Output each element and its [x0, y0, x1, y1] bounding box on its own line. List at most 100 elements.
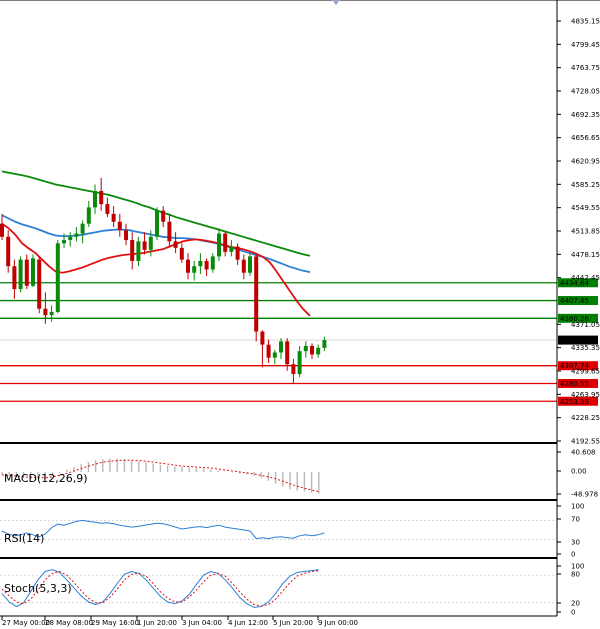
price-tick-label: 4192.55	[571, 438, 600, 446]
price-tick-label: 4692.35	[571, 111, 600, 119]
scroll-marker-icon[interactable]	[332, 0, 340, 5]
candle-body	[142, 241, 147, 250]
stoch-tick-label: 20	[571, 600, 580, 608]
ma-slow-line	[1, 170, 311, 257]
candle-body	[316, 347, 321, 355]
candle-body	[105, 204, 110, 214]
price-tick-label: 4799.45	[571, 41, 600, 49]
level-tag	[558, 361, 598, 371]
support-resistance-levels: 4434.64 4407.45 4380.26 4307.74 4280.55 4253.…	[0, 278, 598, 406]
candle-body	[210, 256, 215, 270]
macd-tick-label: 40.608	[571, 449, 596, 457]
candle-body	[260, 331, 265, 345]
candle-body	[136, 241, 141, 261]
candle-body	[37, 259, 42, 309]
candle-body	[297, 351, 302, 375]
stoch-k-line	[1, 569, 319, 608]
candle-body	[99, 191, 104, 205]
candle-body	[204, 260, 209, 270]
candle-body	[12, 266, 17, 290]
price-tick-label: 4513.85	[571, 228, 600, 236]
candle-body	[291, 364, 296, 375]
candle-body	[223, 233, 228, 252]
candle-body	[0, 223, 4, 237]
candle-body	[198, 260, 203, 267]
level-label: 4407.45	[560, 297, 589, 305]
level-label: 4307.74	[560, 362, 589, 370]
price-tick-label: 4478.15	[571, 251, 600, 259]
candle-body	[55, 243, 60, 312]
level-label: 4434.64	[560, 279, 589, 287]
rsi-tick-label: 30	[571, 539, 580, 547]
candle-body	[49, 311, 54, 316]
rsi-tick-label: 0	[571, 551, 575, 559]
rsi-tick-label: 100	[571, 503, 584, 511]
candle-body	[167, 221, 172, 242]
price-tick-label: 4371.05	[571, 321, 600, 329]
current-price-label: 4346.95	[560, 337, 589, 345]
candle-body	[18, 259, 23, 290]
candle-body	[254, 256, 259, 332]
level-label: 4380.26	[560, 315, 589, 323]
macd-tick-label: -48.978	[571, 491, 598, 499]
candle-body	[43, 308, 48, 316]
price-tick-label: 4620.95	[571, 158, 600, 166]
candle-body	[130, 240, 135, 261]
candle-body	[279, 341, 283, 353]
time-tick-label: 9 Jun 00:00	[318, 619, 358, 627]
candle-body	[155, 210, 159, 237]
level-tag	[558, 278, 598, 288]
candle-body	[266, 344, 271, 358]
time-tick-label: 3 Jun 04:00	[182, 619, 222, 627]
time-tick-label: 1 Jun 20:00	[137, 619, 177, 627]
price-tick-label: 4763.75	[571, 64, 600, 72]
level-tag	[558, 396, 598, 406]
macd-signal-line	[1, 459, 319, 493]
time-tick-label: 4 Jun 12:00	[228, 619, 268, 627]
candle-body	[248, 256, 252, 273]
candle-body	[68, 236, 73, 241]
price-tick-label: 4835.15	[571, 18, 600, 26]
candle-body	[303, 345, 308, 352]
candle-body	[117, 221, 122, 231]
candle-body	[80, 223, 85, 234]
time-tick-label: 27 May 00:00	[2, 619, 50, 627]
price-axis: 4835.15 4799.45 4763.75 4728.05 4692.35 4656.…	[557, 18, 600, 446]
price-tick-label: 4549.55	[571, 204, 600, 212]
time-tick-label: 29 May 16:00	[91, 619, 139, 627]
price-tick-label: 4585.25	[571, 181, 600, 189]
candle-body	[24, 259, 29, 286]
stoch-tick-label: 80	[571, 571, 580, 579]
level-tag	[558, 296, 598, 306]
candle-body	[179, 247, 184, 260]
time-tick-label: 5 Jun 20:00	[273, 619, 313, 627]
candle-body	[148, 236, 153, 250]
candle-body	[111, 213, 116, 222]
candlestick-series	[0, 177, 327, 384]
candle-body	[186, 259, 190, 273]
candle-body	[272, 352, 277, 358]
time-tick-label: 28 May 08:00	[45, 619, 93, 627]
ma-fast-line	[1, 222, 311, 317]
candle-body	[173, 241, 178, 248]
level-label: 4253.36	[560, 398, 589, 406]
candle-body	[62, 240, 66, 244]
rsi-label: RSI(14)	[4, 532, 44, 545]
candle-body	[235, 246, 240, 260]
macd-label: MACD(12,26,9)	[4, 472, 88, 485]
candle-body	[229, 246, 234, 252]
stoch-d-line	[1, 570, 319, 607]
candle-body	[161, 210, 166, 222]
candle-body	[310, 345, 314, 355]
candle-body	[93, 191, 97, 208]
candle-body	[31, 258, 35, 286]
current-price-tag	[558, 335, 598, 345]
candle-body	[241, 259, 246, 273]
price-tick-label: 4335.35	[571, 344, 600, 352]
price-tick-label: 4228.25	[571, 414, 600, 422]
level-tag	[558, 378, 598, 388]
